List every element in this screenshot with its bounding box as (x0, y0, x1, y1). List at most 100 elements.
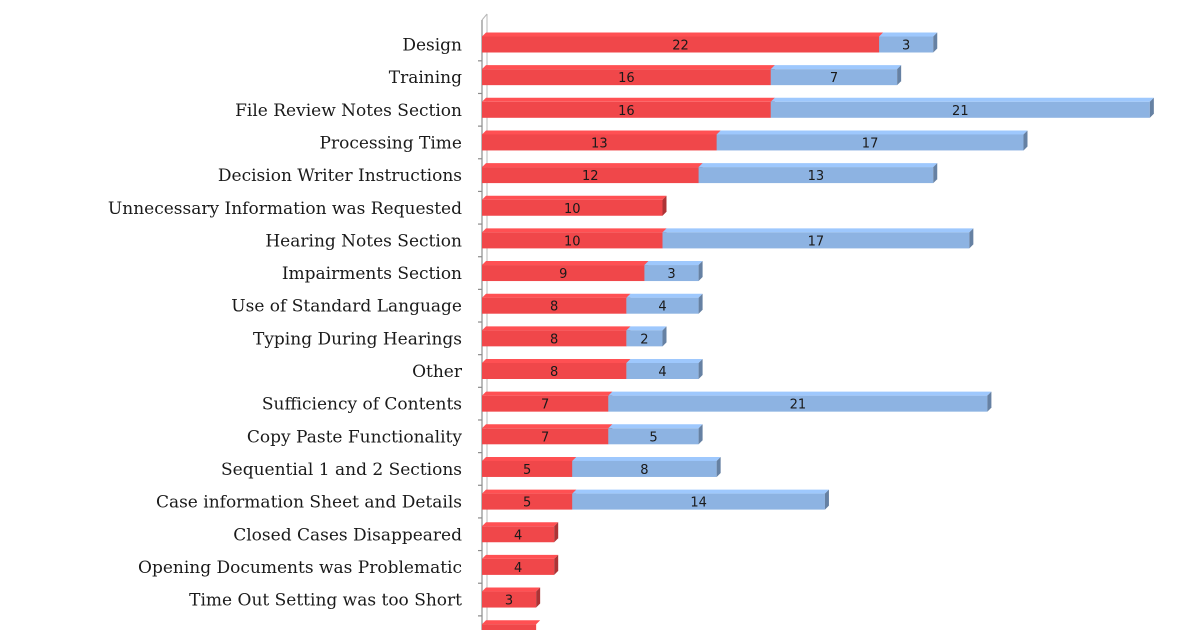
value-label-impairments-section-series-1: 9 (559, 267, 567, 282)
value-label-impairments-section-series-2: 3 (667, 267, 675, 282)
bar-side-face (554, 522, 559, 543)
bar-top-face (716, 130, 1028, 135)
value-label-copy-paste-functionality-series-1: 7 (541, 430, 549, 445)
bar-top-face (482, 489, 577, 494)
bar-top-face (482, 97, 775, 102)
bar-side-face (662, 195, 667, 216)
bar-front-face (482, 265, 645, 282)
bar-front-face (572, 460, 717, 477)
bar-time-out-setting-was-too-short-series-1 (482, 587, 541, 608)
bar-side-face (716, 456, 721, 477)
bar-side-face (933, 163, 938, 184)
bar-file-review-notes-section-series-2 (770, 97, 1154, 118)
bar-opening-documents-was-problematic-series-1 (482, 554, 559, 575)
category-label-use-of-standard-language: Use of Standard Language (231, 297, 462, 317)
bar-side-face (536, 587, 541, 608)
bar-front-face (482, 36, 880, 53)
bar-front-face (770, 69, 898, 86)
bar-hearing-notes-section-series-1 (482, 228, 667, 249)
value-label-hearing-notes-section-series-1: 10 (564, 234, 581, 249)
value-label-other-series-2: 4 (658, 365, 666, 380)
bar-side-face (1023, 130, 1028, 151)
value-label-other-series-1: 8 (550, 365, 558, 380)
bar-top-face (482, 130, 721, 135)
bar-front-face (482, 460, 573, 477)
value-label-training-series-1: 16 (618, 71, 635, 86)
bar-side-face (987, 391, 992, 412)
value-label-sufficiency-of-contents-series-1: 7 (541, 398, 549, 413)
bar-front-face (482, 428, 609, 445)
bar-top-face (698, 163, 938, 168)
category-label-other: Other (412, 362, 463, 382)
bar-top-face (482, 65, 775, 70)
axis-wall-top (481, 13, 488, 21)
category-label-decision-writer-instructions: Decision Writer Instructions (218, 166, 462, 186)
value-label-unnecessary-information-was-requested-series-1: 10 (564, 202, 581, 217)
bar-side-face (969, 228, 974, 249)
bar-front-face (626, 330, 663, 347)
value-label-file-review-notes-section-series-2: 21 (952, 104, 969, 119)
category-label-sufficiency-of-contents: Sufficiency of Contents (262, 395, 462, 415)
value-label-time-out-setting-was-too-short-series-1: 3 (505, 594, 513, 609)
bar-design-series-2 (879, 32, 938, 53)
bar-top-face (482, 391, 613, 396)
value-label-use-of-standard-language-series-1: 8 (550, 300, 558, 315)
value-label-processing-time-series-1: 13 (591, 136, 608, 151)
bar-side-face (698, 424, 703, 445)
bar-impairments-section-series-1 (482, 261, 649, 282)
bar-top-face (482, 293, 631, 298)
value-label-use-of-standard-language-series-2: 4 (658, 300, 666, 315)
value-label-hearing-notes-section-series-2: 17 (808, 234, 825, 249)
bar-side-face (698, 359, 703, 379)
value-label-training-series-2: 7 (830, 71, 838, 86)
bar-top-face (662, 228, 974, 233)
bar-top-face (482, 456, 577, 461)
bar-top-face (482, 195, 667, 200)
bar-top-face (482, 359, 631, 363)
bar-front-face (879, 36, 934, 53)
bar-training-series-2 (770, 65, 902, 86)
category-label-case-information-sheet-and-details: Case information Sheet and Details (156, 493, 462, 513)
category-label-typing-during-hearings: Typing During Hearings (253, 329, 462, 349)
category-label-design: Design (402, 36, 462, 56)
value-label-typing-during-hearings-series-1: 8 (550, 332, 558, 347)
bar-top-face (482, 163, 703, 168)
value-label-case-information-sheet-and-details-series-2: 14 (690, 496, 707, 511)
bar-hearing-notes-section-series-2 (662, 228, 974, 249)
value-label-decision-writer-instructions-series-2: 13 (808, 169, 825, 184)
bar-front-face (482, 232, 663, 249)
bar-front-face (608, 395, 988, 412)
bar-closed-cases-disappeared-series-1 (482, 522, 559, 543)
value-label-sufficiency-of-contents-series-2: 21 (790, 398, 807, 413)
labels-layer: Design 22 3 Training 16 7 File Review Notes Se… (108, 36, 969, 611)
bar-front-face (698, 167, 934, 184)
bar-top-face (482, 554, 559, 559)
value-label-case-information-sheet-and-details-series-1: 5 (523, 496, 531, 511)
bar-front-face (482, 363, 627, 379)
bar-front-face (572, 493, 825, 510)
bar-front-face (482, 134, 717, 151)
bar-top-face (482, 326, 631, 331)
bar-top-face (770, 97, 1154, 102)
bar-top-face (482, 261, 649, 266)
bar-training-series-1 (482, 65, 775, 86)
category-label-processing-time: Processing Time (320, 133, 462, 153)
bar-top-face (770, 65, 902, 70)
bar-typing-during-hearings-series-2 (626, 326, 667, 347)
bar-side-face (662, 326, 667, 347)
bar-impairments-section-series-2 (644, 261, 703, 282)
bar-top-face (644, 261, 703, 266)
bar-top-face (572, 456, 721, 461)
category-label-unnecessary-information-was-requested: Unnecessary Information was Requested (108, 199, 462, 219)
bar-top-face (626, 326, 667, 331)
bar-processing-time-series-2 (716, 130, 1028, 151)
bar-front-face (716, 134, 1024, 151)
bar-top-face (626, 293, 703, 298)
value-label-typing-during-hearings-series-2: 2 (640, 332, 648, 347)
bar-cut-off-partial (482, 620, 541, 634)
value-label-file-review-notes-section-series-1: 16 (618, 104, 635, 119)
bar-front-face (626, 363, 699, 379)
bar-sufficiency-of-contents-series-2 (608, 391, 992, 412)
value-label-decision-writer-instructions-series-1: 12 (582, 169, 599, 184)
